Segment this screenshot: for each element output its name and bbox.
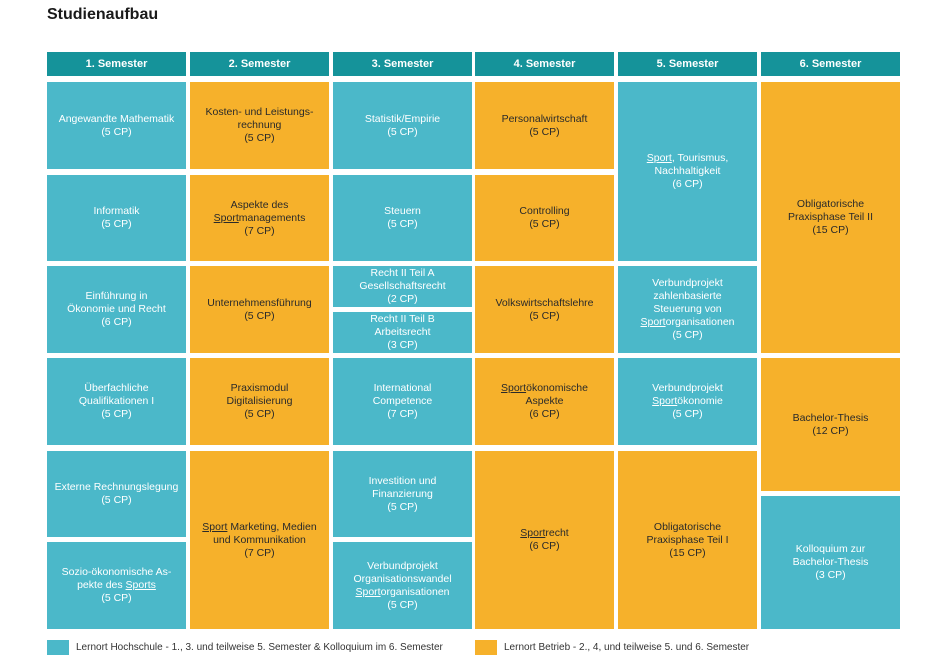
module-cell: Überfachliche Qualifikationen I (5 CP) [47, 358, 186, 445]
module-label: International Competence (7 CP) [372, 382, 433, 420]
module-cell: Recht II Teil A Gesellschaftsrecht (2 CP) [333, 266, 472, 307]
semester-header-2: 2. Semester [190, 52, 329, 76]
module-label: Aspekte des Sportmanagements (7 CP) [213, 198, 306, 237]
module-cell: Aspekte des Sportmanagements (7 CP) [190, 175, 329, 261]
module-label: Angewandte Mathematik (5 CP) [58, 112, 175, 138]
module-cell: Verbundprojekt Organisationswandel Sportor… [333, 542, 472, 629]
legend-label-hochschule: Lernort Hochschule - 1., 3. und teilweis… [76, 642, 443, 653]
legend-label-betrieb: Lernort Betrieb - 2., 4, und teilweise 5… [504, 642, 750, 653]
module-cell: Sportökonomische Aspekte (6 CP) [475, 358, 614, 445]
module-label: Informatik (5 CP) [93, 205, 140, 230]
semester-header-6: 6. Semester [761, 52, 900, 76]
module-cell: Kosten- und Leistungs-rechnung (5 CP) [190, 82, 329, 169]
legend-hochschule: Lernort Hochschule - 1., 3. und teilweis… [47, 640, 443, 655]
page-title: Studienaufbau [47, 6, 159, 23]
module-cell: Einführung in Ökonomie und Recht (6 CP) [47, 266, 186, 353]
module-label: Recht II Teil B Arbeitsrecht (3 CP) [370, 313, 435, 351]
module-cell: Angewandte Mathematik (5 CP) [47, 82, 186, 169]
module-label: Sport Marketing, Medien und Kommunikation… [202, 520, 317, 559]
module-cell: Volkswirtschaftslehre (5 CP) [475, 266, 614, 353]
module-label: Verbundprojekt Sportökonomie (5 CP) [652, 382, 723, 420]
module-label: Obligatorische Praxisphase Teil I (15 CP) [646, 520, 729, 559]
semester-header-3: 3. Semester [333, 52, 472, 76]
module-cell: Externe Rechnungslegung (5 CP) [47, 451, 186, 537]
module-label: Statistik/Empirie (5 CP) [364, 112, 441, 138]
module-label: Investition und Finanzierung (5 CP) [368, 474, 437, 513]
module-cell: Informatik (5 CP) [47, 175, 186, 261]
legend-swatch-orange [475, 640, 497, 655]
module-label: Volkswirtschaftslehre (5 CP) [495, 296, 594, 322]
module-label: Sport, Tourismus, Nachhaltigkeit (6 CP) [646, 152, 729, 190]
module-label: Praxismodul Digitalisierung (5 CP) [226, 382, 293, 420]
semester-header-1: 1. Semester [47, 52, 186, 76]
module-cell: Verbundprojekt Sportökonomie (5 CP) [618, 358, 757, 445]
module-cell: Kolloquium zur Bachelor-Thesis (3 CP) [761, 496, 900, 629]
module-label: Einführung in Ökonomie und Recht (6 CP) [67, 290, 166, 328]
module-cell: Obligatorische Praxisphase Teil I (15 CP) [618, 451, 757, 629]
semester-header-4: 4. Semester [475, 52, 614, 76]
semester-header-5: 5. Semester [618, 52, 757, 76]
module-label: Unternehmensführung (5 CP) [207, 296, 312, 322]
module-cell: Sozio-ökonomische As-pekte des Sports (5 … [47, 542, 186, 629]
module-label: Überfachliche Qualifikationen I (5 CP) [78, 382, 155, 420]
module-cell: Praxismodul Digitalisierung (5 CP) [190, 358, 329, 445]
module-label: Controlling (5 CP) [519, 205, 570, 230]
module-label: Verbundprojekt Organisationswandel Sportor… [353, 559, 452, 611]
module-label: Sozio-ökonomische As-pekte des Sports (5 … [61, 566, 172, 604]
module-label: Steuern (5 CP) [384, 205, 421, 230]
module-cell: Verbundprojekt zahlenbasierte Steuerung vo… [618, 266, 757, 353]
module-cell: Obligatorische Praxisphase Teil II (15 CP) [761, 82, 900, 353]
module-label: Externe Rechnungslegung (5 CP) [54, 481, 179, 506]
module-cell: Steuern (5 CP) [333, 175, 472, 261]
module-cell: Recht II Teil B Arbeitsrecht (3 CP) [333, 312, 472, 353]
module-cell: Personalwirtschaft (5 CP) [475, 82, 614, 169]
module-cell: Unternehmensführung (5 CP) [190, 266, 329, 353]
module-label: Kosten- und Leistungs-rechnung (5 CP) [205, 106, 314, 144]
legend-swatch-teal [47, 640, 69, 655]
module-cell: Sport Marketing, Medien und Kommunikation… [190, 451, 329, 629]
module-cell: Statistik/Empirie (5 CP) [333, 82, 472, 169]
module-label: Recht II Teil A Gesellschaftsrecht (2 CP) [359, 267, 446, 305]
module-cell: Bachelor-Thesis (12 CP) [761, 358, 900, 491]
module-cell: International Competence (7 CP) [333, 358, 472, 445]
module-label: Bachelor-Thesis (12 CP) [792, 411, 869, 437]
legend-betrieb: Lernort Betrieb - 2., 4, und teilweise 5… [475, 640, 749, 655]
module-cell: Sportrecht (6 CP) [475, 451, 614, 629]
module-label: Sportökonomische Aspekte (6 CP) [501, 382, 588, 420]
module-cell: Controlling (5 CP) [475, 175, 614, 261]
module-label: Verbundprojekt zahlenbasierte Steuerung vo… [640, 277, 735, 341]
module-label: Obligatorische Praxisphase Teil II (15 CP) [787, 198, 873, 236]
module-label: Personalwirtschaft (5 CP) [501, 112, 588, 138]
module-cell: Sport, Tourismus, Nachhaltigkeit (6 CP) [618, 82, 757, 261]
module-cell: Investition und Finanzierung (5 CP) [333, 451, 472, 537]
module-label: Sportrecht (6 CP) [520, 527, 569, 552]
module-label: Kolloquium zur Bachelor-Thesis (3 CP) [792, 543, 869, 581]
